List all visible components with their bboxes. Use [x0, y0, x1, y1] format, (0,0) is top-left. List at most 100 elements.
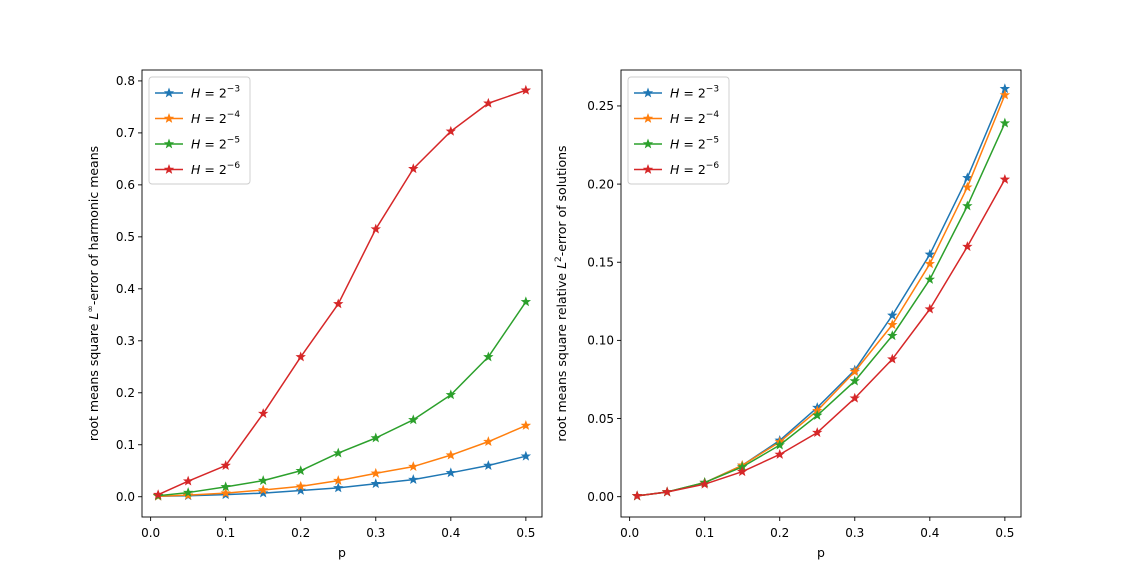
- y-tick-label: 0.10: [587, 334, 614, 348]
- legend-box: [148, 76, 251, 185]
- legend-item: H = 2−5: [634, 136, 719, 152]
- y-tick-label: 0.5: [116, 230, 135, 244]
- x-axis-label: p: [338, 545, 346, 560]
- data-point: [849, 392, 860, 403]
- left-chart: 0.0 0.1 0.2 0.3 0.4 0.50.00.10.20.30.40.50.60…: [86, 69, 543, 560]
- y-axis-label-text: root means square relative: [554, 269, 569, 442]
- legend-label: H = 2−6: [670, 161, 719, 177]
- legend-label-base: H: [670, 111, 680, 126]
- y-tick-label: 0.20: [587, 177, 614, 191]
- legend-label: H = 2−4: [670, 110, 719, 126]
- legend-label-eq: = 2: [200, 86, 226, 101]
- x-tick-label: 0.4: [920, 526, 939, 540]
- data-point: [812, 427, 823, 438]
- data-point: [661, 486, 673, 497]
- legend-item: H = 2−6: [634, 161, 719, 177]
- y-axis-label-superscript: ∞: [86, 305, 96, 313]
- legend-label-base: H: [670, 137, 680, 152]
- legend-label-base: H: [191, 162, 201, 177]
- legend-item: H = 2−4: [634, 110, 719, 126]
- data-point: [445, 467, 457, 478]
- legend-label-eq: = 2: [200, 137, 226, 152]
- x-axis-label: p: [817, 545, 825, 560]
- legend-marker: [642, 113, 654, 123]
- x-axis-ticks: 0.0 0.1 0.2 0.3 0.4 0.5: [620, 517, 1014, 540]
- x-tick-label: 0.1: [695, 526, 714, 540]
- x-tick-label: 0.5: [995, 526, 1014, 540]
- legend-item: H = 2−3: [634, 85, 719, 101]
- legend-label-exponent: −3: [706, 85, 719, 95]
- data-point: [152, 489, 164, 500]
- legend-label-base: H: [191, 137, 201, 152]
- data-point: [887, 353, 898, 364]
- legend-marker: [163, 113, 175, 123]
- data-point: [220, 481, 231, 492]
- legend-label: H = 2−3: [191, 85, 240, 101]
- data-point: [370, 467, 381, 478]
- axes-frame: [141, 69, 543, 518]
- legend-label-exponent: −6: [227, 161, 241, 171]
- y-axis-label: root means square relative L2-error of s…: [554, 145, 569, 441]
- data-point: [631, 490, 643, 501]
- y-axis-label-text: -error of solutions: [554, 145, 569, 256]
- data-point: [924, 248, 936, 259]
- legend-label-base: H: [670, 86, 680, 101]
- data-point: [699, 478, 710, 489]
- data-point: [887, 330, 898, 341]
- data-point: [999, 117, 1011, 128]
- legend-label: H = 2−3: [670, 85, 719, 101]
- data-point: [295, 480, 306, 491]
- legend-item: H = 2−3: [155, 85, 240, 101]
- data-point: [408, 461, 419, 471]
- data-point: [774, 439, 785, 450]
- data-point: [520, 296, 532, 307]
- data-point: [849, 366, 860, 377]
- y-tick-label: 0.00: [587, 490, 614, 504]
- legend-label-base: H: [191, 86, 201, 101]
- data-point: [483, 351, 494, 362]
- data-point: [887, 319, 898, 330]
- data-point: [370, 478, 381, 489]
- data-point: [445, 125, 457, 136]
- data-point: [999, 89, 1011, 100]
- data-point: [999, 173, 1011, 184]
- y-axis-ticks: 0.00 0.05 0.10 0.15 0.20 0.25: [587, 99, 621, 504]
- x-tick-label: 0.5: [516, 526, 535, 540]
- x-axis-ticks: 0.0 0.1 0.2 0.3 0.4 0.5: [141, 517, 535, 540]
- legend-marker: [642, 164, 654, 174]
- axes-frame: [620, 69, 1022, 518]
- data-point: [182, 487, 194, 497]
- legend-marker: [163, 138, 175, 149]
- data-point: [220, 460, 231, 470]
- y-axis-ticks: 0.0 0.1 0.2 0.3 0.4 0.5 0.6 0.7 0.8: [116, 74, 142, 504]
- y-tick-label: 0.4: [116, 282, 135, 296]
- y-axis-label-text: root means square: [86, 320, 101, 442]
- data-point: [258, 484, 269, 495]
- legend-label-eq: = 2: [679, 162, 705, 177]
- legend-item: H = 2−6: [155, 161, 240, 177]
- data-point: [258, 408, 269, 418]
- y-tick-label: 0.6: [116, 178, 135, 192]
- legend-item: H = 2−5: [155, 136, 240, 152]
- y-tick-label: 0.0: [116, 490, 135, 504]
- legend-label-exponent: −4: [227, 110, 241, 120]
- data-point: [182, 475, 194, 486]
- legend-marker: [163, 164, 175, 174]
- legend-label-exponent: −5: [227, 136, 240, 146]
- legend-label: H = 2−6: [191, 161, 240, 177]
- data-point: [924, 258, 936, 269]
- legend: H = 2−3H = 2−4H = 2−5H = 2−6: [627, 76, 730, 185]
- legend-label-eq: = 2: [679, 86, 705, 101]
- y-tick-label: 0.1: [116, 438, 135, 452]
- data-point: [333, 475, 344, 486]
- data-point: [849, 375, 860, 386]
- data-point: [333, 298, 344, 309]
- x-tick-label: 0.0: [141, 526, 160, 540]
- y-axis-label: root means square L∞-error of harmonic m…: [86, 146, 101, 441]
- legend-label-exponent: −3: [227, 85, 240, 95]
- y-axis-label-text: -error of harmonic means: [86, 146, 101, 305]
- series-group: [631, 83, 1011, 501]
- data-point: [737, 466, 748, 477]
- data-point: [962, 200, 973, 211]
- data-point: [258, 487, 269, 498]
